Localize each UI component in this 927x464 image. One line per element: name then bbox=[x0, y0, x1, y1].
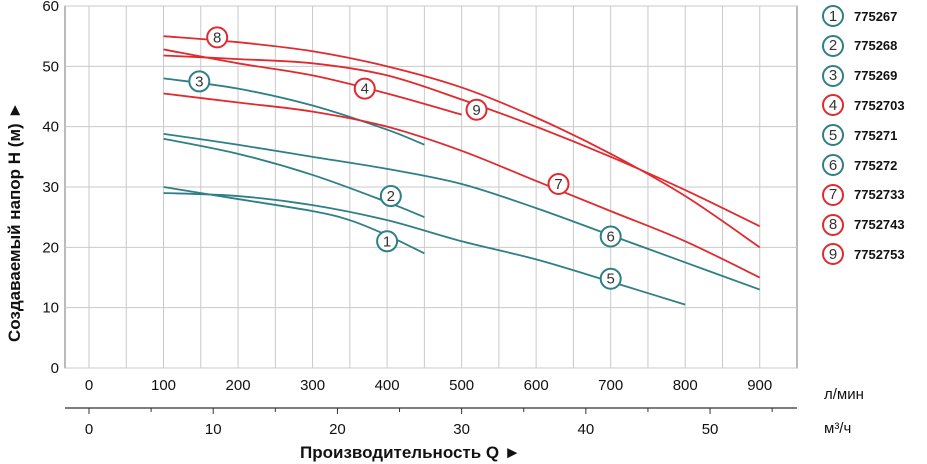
x-tick-label-lmin: 200 bbox=[226, 377, 251, 394]
legend-item: 1 775267 bbox=[822, 4, 897, 28]
curve-7752743 bbox=[163, 35, 761, 249]
x-axes: 0 100 200 300 400 500 600 700 800 900 0 10 20 30 40 50 bbox=[65, 377, 797, 438]
curve-775272 bbox=[163, 133, 761, 291]
curve-7752733 bbox=[163, 92, 761, 279]
curve-badge-4 bbox=[353, 77, 376, 100]
legend-badge: 9 bbox=[822, 243, 844, 266]
legend-item: 8 7752743 bbox=[822, 213, 905, 237]
y-tick-label: 0 bbox=[51, 360, 59, 377]
unit-label-lmin: л/мин bbox=[824, 386, 864, 403]
curve-badge-number: 5 bbox=[607, 271, 615, 288]
legend-badge: 6 bbox=[822, 154, 844, 176]
x-tick-label-lmin: 600 bbox=[524, 377, 549, 394]
curve-775268 bbox=[163, 137, 425, 219]
legend-badge: 3 bbox=[822, 64, 844, 87]
y-tick-label: 40 bbox=[42, 119, 59, 136]
x-tick-label-lmin: 100 bbox=[151, 377, 176, 394]
legend-label: 7752753 bbox=[854, 246, 905, 262]
legend-item: 4 7752703 bbox=[822, 93, 905, 117]
legend-label: 7752703 bbox=[854, 97, 905, 113]
curve-badge-number: 3 bbox=[195, 73, 203, 90]
x-tick-label-lmin: 700 bbox=[598, 377, 623, 394]
curve-badge-1 bbox=[376, 230, 399, 253]
x-tick-label-m3h: 30 bbox=[453, 421, 470, 438]
legend-item: 7 7752733 bbox=[822, 183, 905, 207]
legend-badge: 1 bbox=[822, 5, 844, 27]
x-tick-label-m3h: 40 bbox=[577, 421, 594, 438]
curve-badge-number: 6 bbox=[607, 228, 615, 245]
y-axis-title: Создаваемый напор H (м) ► bbox=[5, 102, 24, 342]
plot-grid bbox=[64, 5, 798, 369]
legend-item: 3 775269 bbox=[822, 64, 897, 88]
curve-badge-number: 7 bbox=[554, 176, 562, 193]
curve-badge-7 bbox=[547, 172, 570, 195]
y-tick-label: 60 bbox=[42, 0, 59, 15]
legend-label: 775271 bbox=[854, 127, 898, 143]
curve-badge-8 bbox=[206, 26, 229, 49]
curve-badge-number: 2 bbox=[387, 188, 395, 205]
curve-7752753 bbox=[163, 54, 761, 228]
y-tick-label: 30 bbox=[42, 179, 59, 196]
legend-item: 5 775271 bbox=[822, 123, 897, 147]
curve-badge-number: 8 bbox=[213, 29, 221, 46]
legend-label: 775268 bbox=[854, 38, 898, 54]
legend-badge: 4 bbox=[822, 94, 844, 117]
x-tick-label-lmin: 900 bbox=[747, 377, 772, 394]
legend-label: 7752743 bbox=[854, 217, 905, 233]
legend-badge: 5 bbox=[822, 124, 844, 147]
x-tick-label-m3h: 20 bbox=[329, 421, 346, 438]
legend-label: 775267 bbox=[854, 8, 898, 24]
curve-badge-2 bbox=[379, 185, 402, 208]
legend-label: 775269 bbox=[854, 68, 898, 84]
curve-badge-5 bbox=[599, 267, 622, 290]
legend-label: 775272 bbox=[854, 157, 898, 173]
curve-badge-number: 1 bbox=[383, 233, 391, 250]
curve-badge-number: 9 bbox=[472, 102, 480, 119]
legend-label: 7752733 bbox=[854, 187, 905, 203]
x-tick-label-lmin: 300 bbox=[300, 377, 325, 394]
x-tick-label-m3h: 50 bbox=[702, 421, 719, 438]
y-axis-ticks: 0 10 20 30 40 50 60 bbox=[42, 0, 59, 377]
curve-badge-number: 4 bbox=[361, 81, 369, 98]
y-tick-label: 50 bbox=[42, 58, 59, 75]
x-axis-title: Производительность Q ► bbox=[300, 443, 521, 462]
curve-775269 bbox=[163, 77, 425, 146]
legend-item: 9 7752753 bbox=[822, 242, 905, 266]
curve-badge-9 bbox=[465, 98, 488, 121]
legend-item: 6 775272 bbox=[822, 153, 897, 177]
x-tick-label-m3h: 0 bbox=[85, 421, 93, 438]
x-tick-label-m3h: 10 bbox=[205, 421, 222, 438]
legend-badge: 8 bbox=[822, 213, 844, 236]
curve-badge-3 bbox=[188, 70, 211, 93]
legend-badge: 7 bbox=[822, 183, 844, 206]
legend-item: 2 775268 bbox=[822, 34, 897, 58]
x-tick-label-lmin: 0 bbox=[85, 377, 93, 394]
curve-badge-6 bbox=[599, 225, 622, 248]
x-tick-label-lmin: 800 bbox=[673, 377, 698, 394]
legend-badge: 2 bbox=[822, 34, 844, 57]
unit-label-m3h: м³/ч bbox=[824, 420, 851, 437]
curve-badges: 1 2 3 4 5 6 7 8 9 bbox=[188, 26, 622, 290]
y-tick-label: 20 bbox=[42, 239, 59, 256]
x-tick-label-lmin: 500 bbox=[449, 377, 474, 394]
curve-7752703 bbox=[163, 48, 462, 116]
x-tick-label-lmin: 400 bbox=[375, 377, 400, 394]
y-tick-label: 10 bbox=[42, 300, 59, 317]
